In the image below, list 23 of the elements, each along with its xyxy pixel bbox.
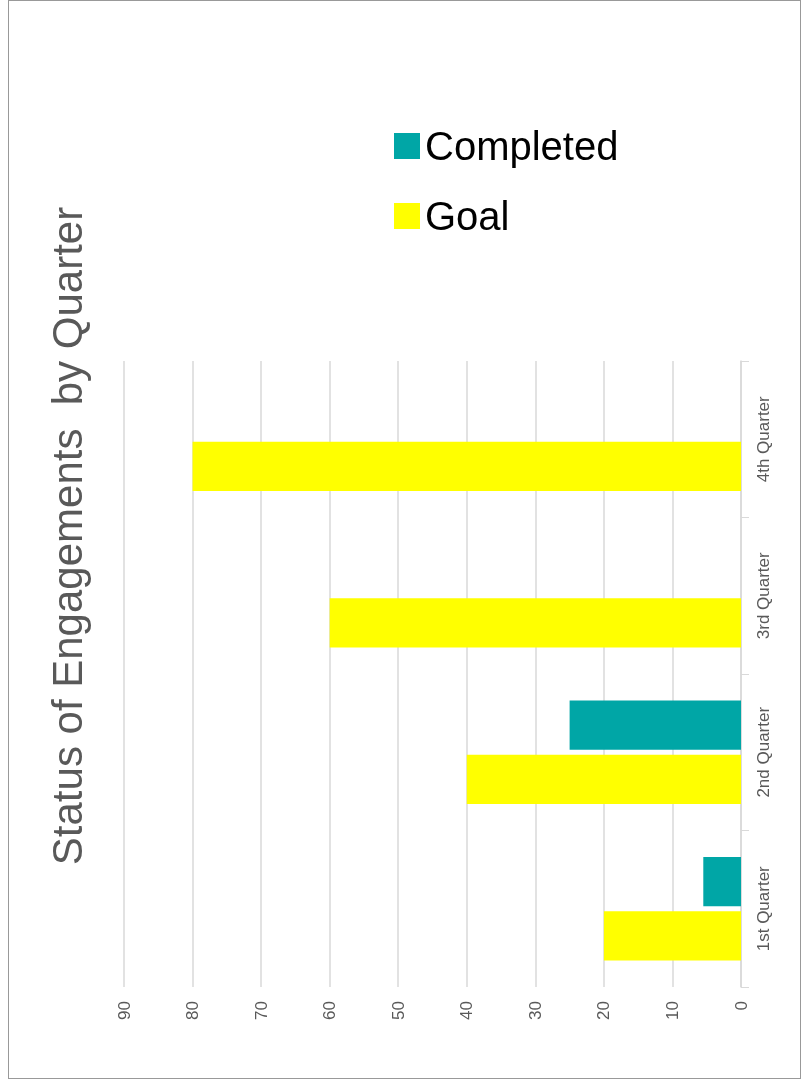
bar	[192, 441, 741, 491]
x-tick-label: 80	[183, 1001, 203, 1020]
x-tick-label: 10	[662, 1001, 682, 1020]
bar	[703, 857, 741, 907]
bar	[466, 754, 741, 804]
x-tick-label: 30	[525, 1001, 545, 1020]
y-tick-label: 2nd Quarter	[753, 706, 773, 798]
y-tick-label: 4th Quarter	[753, 395, 773, 483]
text: Status of Engagements by Quarter	[43, 206, 91, 866]
x-tick-label: 0	[731, 1001, 751, 1011]
bar	[603, 911, 741, 961]
x-tick-label: 90	[114, 1001, 134, 1020]
bar	[569, 700, 741, 750]
x-tick-label: 40	[457, 1001, 477, 1020]
x-tick-label: 70	[251, 1001, 271, 1020]
legend-label: Goal	[425, 194, 510, 238]
y-tick-label: 3rd Quarter	[753, 551, 773, 640]
y-tick-label: 1st Quarter	[753, 865, 773, 952]
bar	[329, 598, 741, 648]
x-tick-label: 60	[320, 1001, 340, 1020]
legend-label: Completed	[425, 124, 619, 168]
x-tick-label: 20	[594, 1001, 614, 1020]
x-tick-label: 50	[388, 1001, 408, 1020]
